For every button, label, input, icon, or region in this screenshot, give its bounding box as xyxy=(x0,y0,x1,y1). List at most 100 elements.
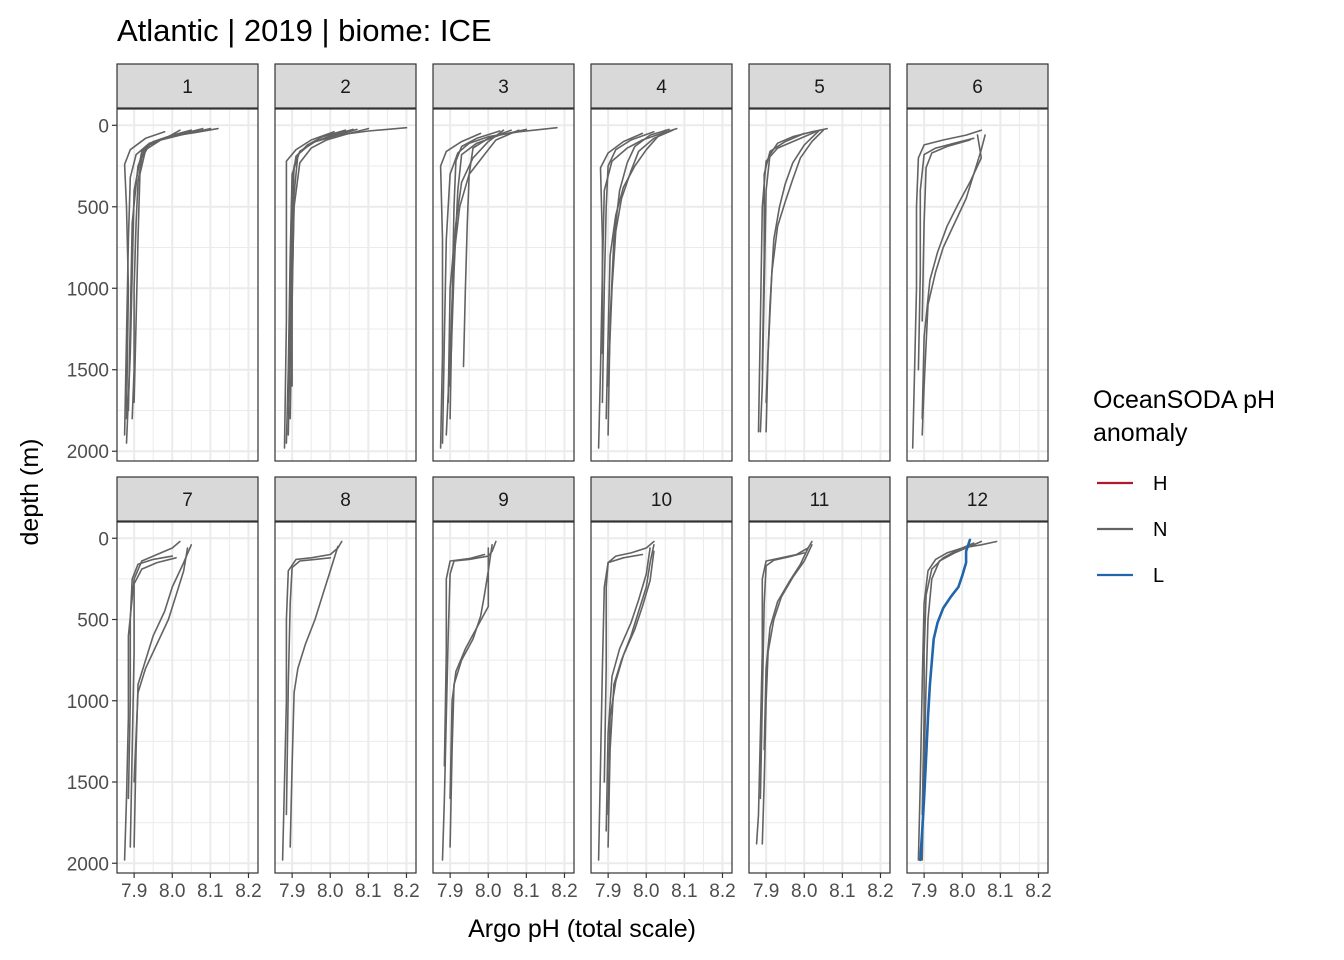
series-lines xyxy=(917,538,998,862)
gridlines xyxy=(907,522,1048,873)
panel-border xyxy=(274,521,417,874)
x-axis-title: Argo pH (total scale) xyxy=(468,915,696,943)
series-line-n-3 xyxy=(607,550,655,816)
series-line-n-1 xyxy=(921,134,986,436)
series-lines xyxy=(757,127,828,433)
x-tick-label: 8.0 xyxy=(317,881,343,902)
series-line-n-0 xyxy=(123,540,181,861)
series-line-n-4 xyxy=(603,553,644,783)
x-tick-label: 7.9 xyxy=(911,881,937,902)
facet-strip-label: 7 xyxy=(182,490,193,511)
y-tick-label: 2000 xyxy=(67,442,109,463)
panel-border xyxy=(906,521,1049,874)
series-line-n-5 xyxy=(447,129,505,404)
series-line-n-1 xyxy=(607,543,655,848)
facet-strip xyxy=(906,476,1049,522)
facet-panel-10: 10 7.9 8.0 8.1 8.2 xyxy=(590,476,736,902)
facet-strip xyxy=(116,476,259,522)
legend: OceanSODA pH anomaly H N L xyxy=(1093,386,1275,587)
facet-strip-label: 6 xyxy=(972,77,983,98)
series-lines xyxy=(911,129,986,449)
x-tick-label: 8.1 xyxy=(829,881,855,902)
facet-strip xyxy=(274,63,417,109)
gridlines xyxy=(117,109,258,461)
series-line-n-2 xyxy=(765,129,821,404)
x-tick-label: 7.9 xyxy=(753,881,779,902)
series-line-n-2 xyxy=(605,547,651,832)
facet-strip xyxy=(906,63,1049,109)
series-line-n-1 xyxy=(289,545,339,848)
series-lines xyxy=(755,540,813,845)
x-tick-label: 7.9 xyxy=(595,881,621,902)
facet-panel-3: 3 xyxy=(432,63,575,462)
x-tick-label: 8.2 xyxy=(867,881,893,902)
panel-background xyxy=(591,109,732,461)
facet-panel-7: 7 0 500 1000 1500 2000 7.9 8.0 8.1 8.2 xyxy=(67,476,262,902)
series-line-n-4 xyxy=(283,131,335,449)
series-line-n-4 xyxy=(761,132,806,371)
x-tick-label: 8.1 xyxy=(197,881,223,902)
series-line-n-3 xyxy=(757,131,817,433)
series-line-n-2 xyxy=(133,547,189,783)
facet-panel-6: 6 xyxy=(906,63,1049,462)
panel-background xyxy=(275,522,416,873)
facet-strip-label: 4 xyxy=(656,77,667,98)
facet-panel-1: 1 0 500 1000 1500 2000 xyxy=(67,63,259,463)
gridlines xyxy=(749,522,890,873)
x-tick-label: 8.1 xyxy=(513,881,539,902)
x-tick-label: 8.0 xyxy=(633,881,659,902)
x-tick-label: 8.0 xyxy=(949,881,975,902)
facet-strip-label: 1 xyxy=(182,77,193,98)
facet-panel-8: 8 7.9 8.0 8.1 8.2 xyxy=(274,476,420,902)
facet-strip xyxy=(432,476,575,522)
facet-strip-label: 9 xyxy=(498,490,509,511)
x-tick-label: 8.0 xyxy=(475,881,501,902)
facet-strip xyxy=(274,476,417,522)
facet-panel-5: 5 xyxy=(748,63,891,462)
panel-border xyxy=(274,108,417,462)
series-line-n-3 xyxy=(759,552,806,800)
x-tick-label: 7.9 xyxy=(279,881,305,902)
gridlines xyxy=(591,522,732,873)
series-line-n-5 xyxy=(607,129,674,387)
series-line-n-2 xyxy=(601,131,655,404)
facet-panel-4: 4 xyxy=(590,63,733,462)
series-line-n-4 xyxy=(123,131,166,420)
panel-border xyxy=(432,108,575,462)
facet-panel-9: 9 7.9 8.0 8.1 8.2 xyxy=(432,476,578,902)
facet-strip-label: 5 xyxy=(814,77,825,98)
panel-border xyxy=(748,521,891,874)
series-line-n-0 xyxy=(911,129,983,449)
facet-strip-label: 12 xyxy=(967,490,988,511)
panel-border xyxy=(906,108,1049,462)
facet-strip-label: 2 xyxy=(340,77,351,98)
panel-background xyxy=(749,522,890,873)
panel-background xyxy=(907,522,1048,873)
y-tick-label: 1500 xyxy=(67,773,109,794)
x-tick-label: 8.1 xyxy=(987,881,1013,902)
x-tick-label: 8.1 xyxy=(671,881,697,902)
series-lines xyxy=(441,540,497,861)
gridlines xyxy=(275,522,416,873)
panel-border xyxy=(116,521,259,874)
facet-strip-label: 11 xyxy=(810,490,830,511)
series-line-n-4 xyxy=(921,139,971,322)
y-tick-label: 2000 xyxy=(67,854,109,875)
panel-border xyxy=(590,521,733,874)
series-line-n-3 xyxy=(917,137,975,371)
legend-title: OceanSODA pH xyxy=(1093,386,1275,414)
facet-panel-2: 2 xyxy=(274,63,417,462)
y-tick-label: 0 xyxy=(98,116,109,137)
panel-background xyxy=(117,109,258,461)
x-tick-label: 7.9 xyxy=(121,881,147,902)
y-axis-title: depth (m) xyxy=(16,439,44,546)
series-lines xyxy=(123,127,219,444)
series-line-n-4 xyxy=(439,132,482,449)
series-line-n-2 xyxy=(921,542,975,816)
series-lines xyxy=(597,540,655,861)
y-tick-label: 500 xyxy=(77,611,109,632)
series-line-n-3 xyxy=(127,555,174,800)
panel-border xyxy=(116,108,259,462)
series-line-n-1 xyxy=(761,543,813,845)
